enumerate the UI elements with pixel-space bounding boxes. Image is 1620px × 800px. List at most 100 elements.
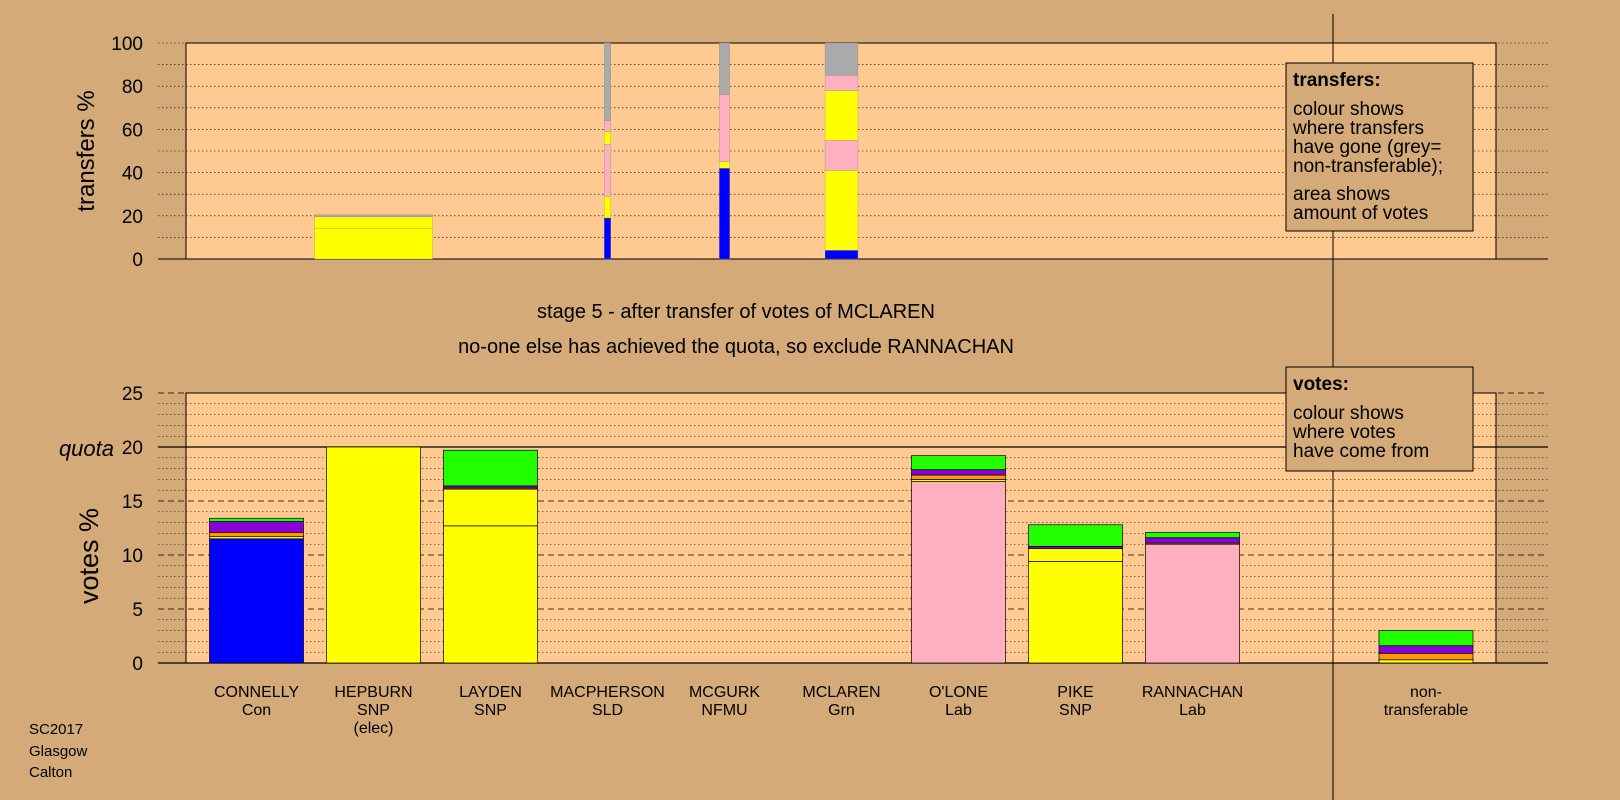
- transfer-segment: [824, 42, 859, 76]
- votes-y-tick-label: 5: [132, 600, 143, 621]
- transfer-segment: [604, 144, 611, 197]
- transfer-segment: [604, 120, 611, 132]
- transfer-segment: [604, 196, 611, 219]
- vote-segment: [443, 525, 538, 664]
- votes-y-tick-label: 10: [122, 546, 143, 567]
- vote-segment: [326, 446, 421, 664]
- votes-legend-line: have come from: [1293, 441, 1429, 462]
- votes-legend-box: [1285, 366, 1474, 472]
- vote-segment: [1378, 652, 1474, 661]
- vote-segment: [1028, 561, 1123, 664]
- candidate-name: RANNACHAN: [1142, 684, 1243, 701]
- transfers-y-ticks: 0 20 40 60 80 100: [111, 34, 143, 271]
- transfers-y-tick-label: 80: [122, 77, 143, 98]
- transfers-legend-line: amount of votes: [1293, 203, 1428, 224]
- transfers-legend-line: non-transferable);: [1293, 156, 1443, 177]
- transfer-segment: [719, 42, 730, 95]
- candidate-party: Lab: [1179, 702, 1206, 719]
- vote-segment: [911, 481, 1006, 664]
- transfers-legend-line: have gone (grey=: [1293, 137, 1441, 158]
- vote-segment: [1378, 630, 1474, 647]
- transfer-segment: [314, 216, 433, 229]
- transfer-segment: [604, 217, 611, 260]
- candidate-name: MCGURK: [689, 684, 760, 701]
- votes-legend-line: colour shows: [1293, 403, 1404, 424]
- footer-ward: Calton: [29, 764, 72, 781]
- candidate-labels: CONNELLYConHEPBURNSNP(elec)LAYDENSNPMACP…: [214, 684, 1468, 737]
- transfer-segment: [604, 42, 611, 121]
- vote-segment: [1145, 531, 1240, 539]
- candidate-party: transferable: [1384, 702, 1469, 719]
- transfer-segment: [719, 94, 730, 162]
- vote-segment: [911, 455, 1006, 471]
- vote-segment: [1378, 659, 1474, 664]
- votes-y-ticks: 0 5 10 15 20 25: [122, 384, 143, 675]
- transfers-legend-line: where transfers: [1292, 118, 1424, 139]
- transfers-y-tick-label: 0: [132, 250, 143, 271]
- vote-segment: [1028, 548, 1123, 562]
- votes-legend-line: where votes: [1292, 422, 1395, 443]
- transfer-segment: [314, 214, 433, 218]
- transfers-legend: transfers: colour shows where transfers …: [1285, 62, 1474, 232]
- vote-segment: [1145, 543, 1240, 664]
- transfer-segment: [604, 131, 611, 145]
- transfers-legend-line: colour shows: [1293, 99, 1404, 120]
- transfers-y-axis-label: transfers %: [73, 90, 100, 211]
- vote-segment: [209, 531, 304, 537]
- votes-bars: [209, 446, 1474, 664]
- vote-segment: [209, 538, 304, 664]
- candidate-name: HEPBURN: [334, 684, 412, 701]
- transfers-panel: 0 20 40 60 80 100 transfers %: [73, 34, 1548, 271]
- vote-segment: [443, 449, 538, 487]
- candidate-party: SNP: [1059, 702, 1092, 719]
- vote-segment: [911, 469, 1006, 476]
- quota-label: quota: [59, 436, 114, 461]
- transfers-legend-title: transfers:: [1293, 70, 1381, 91]
- candidate-party: Con: [242, 702, 271, 719]
- votes-y-tick-label: 15: [122, 492, 143, 513]
- candidate-name: PIKE: [1057, 684, 1093, 701]
- transfer-segment: [719, 161, 730, 169]
- transfer-segment: [824, 170, 859, 251]
- transfers-y-tick-label: 20: [122, 207, 143, 228]
- transfers-legend-box: [1285, 62, 1474, 232]
- vote-segment: [209, 517, 304, 522]
- transfer-segment: [824, 75, 859, 91]
- stage-note: no-one else has achieved the quota, so e…: [458, 336, 1014, 358]
- candidate-name: MACPHERSON: [550, 684, 665, 701]
- transfer-segment: [824, 140, 859, 171]
- transfer-segment: [824, 90, 859, 141]
- candidate-party: SNP: [357, 702, 390, 719]
- candidate-name: O'LONE: [929, 684, 988, 701]
- vote-segment: [911, 474, 1006, 480]
- transfers-bars: [314, 42, 859, 260]
- candidate-party: Lab: [945, 702, 972, 719]
- vote-segment: [443, 488, 538, 527]
- transfers-legend-line: area shows: [1293, 184, 1390, 205]
- transfer-segment: [824, 250, 859, 260]
- transfer-segment: [314, 228, 433, 260]
- footer-election: SC2017: [29, 721, 83, 738]
- transfers-y-tick-label: 40: [122, 164, 143, 185]
- candidate-party: SNP: [474, 702, 507, 719]
- candidate-name: non-: [1410, 684, 1442, 701]
- vote-segment: [1028, 524, 1123, 547]
- votes-y-tick-label: 20: [122, 438, 143, 459]
- candidate-party: Grn: [828, 702, 855, 719]
- transfer-segment: [719, 168, 730, 260]
- candidate-name: CONNELLY: [214, 684, 299, 701]
- candidate-status: (elec): [353, 720, 393, 737]
- transfers-y-tick-label: 60: [122, 120, 143, 141]
- candidate-name: MCLAREN: [802, 684, 880, 701]
- vote-segment: [1378, 645, 1474, 654]
- vote-segment: [1145, 537, 1240, 544]
- vote-segment: [209, 521, 304, 533]
- candidate-party: SLD: [592, 702, 623, 719]
- candidate-party: NFMU: [701, 702, 747, 719]
- stage-heading: stage 5 - after transfer of votes of MCL…: [537, 301, 935, 323]
- transfers-y-tick-label: 100: [111, 34, 143, 55]
- votes-y-tick-label: 25: [122, 384, 143, 405]
- votes-y-axis-label: votes %: [74, 508, 104, 604]
